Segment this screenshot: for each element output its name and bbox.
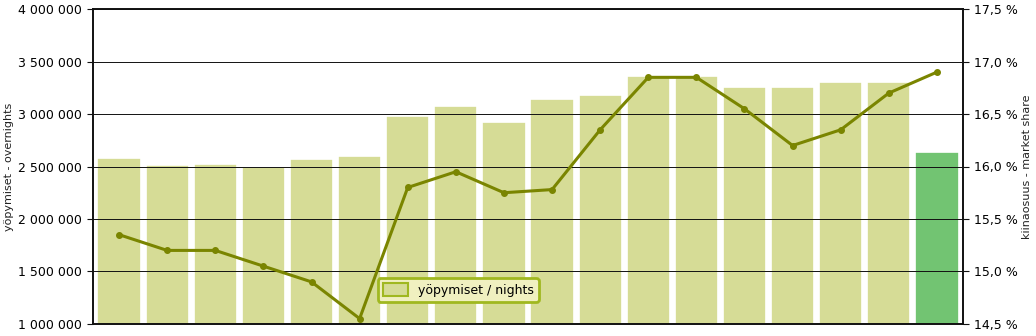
Bar bbox=[578, 95, 622, 336]
Bar bbox=[290, 159, 334, 336]
Bar bbox=[434, 106, 478, 336]
Bar bbox=[338, 156, 381, 336]
Y-axis label: kiinaosuus - market share: kiinaosuus - market share bbox=[1021, 94, 1032, 239]
Bar bbox=[771, 87, 814, 336]
Bar bbox=[483, 122, 525, 336]
Bar bbox=[241, 167, 285, 336]
Bar bbox=[867, 82, 911, 336]
Y-axis label: yöpymiset - overnights: yöpymiset - overnights bbox=[4, 102, 15, 230]
Bar bbox=[386, 116, 429, 336]
Bar bbox=[723, 87, 767, 336]
Bar bbox=[915, 152, 958, 336]
Bar bbox=[97, 158, 141, 336]
Bar bbox=[530, 99, 574, 336]
Bar bbox=[145, 165, 189, 336]
Legend: yöpymiset / nights: yöpymiset / nights bbox=[378, 278, 539, 302]
Bar bbox=[674, 76, 718, 336]
Bar bbox=[819, 82, 862, 336]
Bar bbox=[194, 164, 237, 336]
Bar bbox=[627, 76, 670, 336]
